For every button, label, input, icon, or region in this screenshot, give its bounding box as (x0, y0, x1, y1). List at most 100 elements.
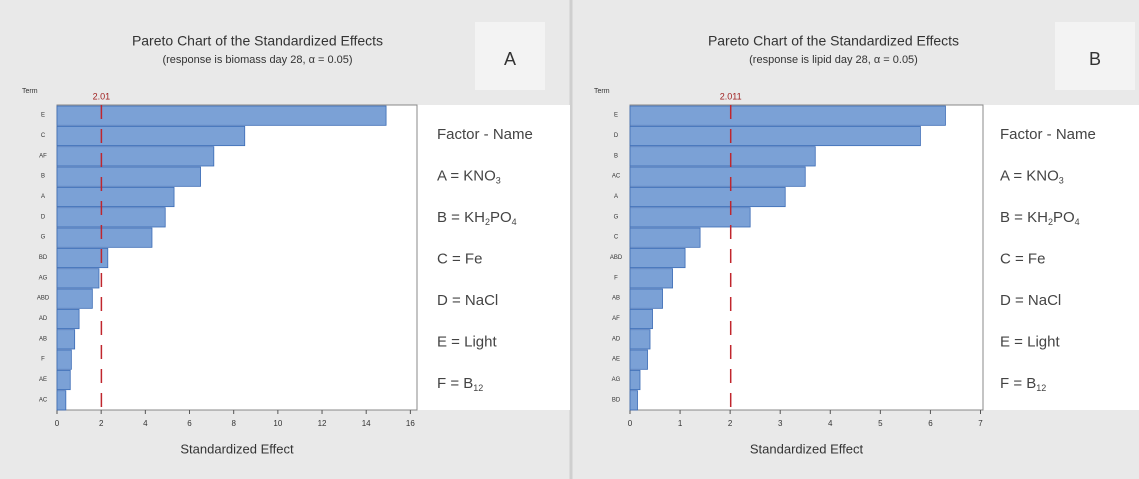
chart-title: Pareto Chart of the Standardized Effects (708, 33, 959, 49)
legend-entry: Factor - Name (437, 126, 533, 143)
legend-entry: F = B12 (1000, 375, 1046, 393)
legend-subscript: 2 (485, 217, 490, 227)
x-tick-label: 0 (628, 419, 633, 428)
y-tick-label: D (614, 133, 619, 139)
bar (629, 349, 648, 370)
y-tick-label: G (41, 235, 46, 241)
y-axis-label: Term (594, 88, 610, 95)
legend-text: F = B (1000, 375, 1036, 392)
legend-entry: B = KH2PO4 (437, 209, 517, 227)
legend-text: A = KNO (437, 167, 496, 184)
legend-subscript: 12 (473, 383, 483, 393)
bar (56, 146, 215, 167)
legend-entry: A = KNO3 (437, 167, 501, 185)
bar (56, 125, 246, 147)
y-tick-label: BD (612, 397, 621, 403)
x-tick-label: 14 (362, 419, 371, 428)
x-tick-label: 0 (55, 419, 60, 428)
legend-subscript: 3 (496, 176, 501, 186)
x-tick-label: 7 (978, 419, 983, 428)
bar (629, 146, 816, 167)
y-tick-label: B (614, 153, 618, 159)
legend-subscript: 4 (1075, 217, 1080, 227)
y-tick-label: AF (612, 316, 620, 322)
y-tick-label: AE (612, 357, 620, 363)
y-tick-label: E (41, 113, 45, 119)
panel-label-box (1055, 22, 1135, 90)
x-tick-label: 6 (187, 419, 192, 428)
bar (629, 288, 663, 309)
y-tick-label: AB (39, 336, 47, 342)
x-tick-label: 6 (928, 419, 933, 428)
y-tick-label: BD (39, 255, 48, 261)
bar (629, 186, 786, 208)
y-tick-label: AD (612, 336, 621, 342)
y-tick-label: AC (612, 174, 621, 180)
legend-entry: Factor - Name (1000, 126, 1096, 143)
legend-entry: E = Light (1000, 333, 1060, 350)
bar (629, 329, 651, 350)
legend-subscript: 12 (1036, 383, 1046, 393)
bar (56, 329, 76, 350)
y-tick-label: C (41, 133, 46, 139)
reference-label: 2.011 (720, 91, 742, 101)
x-tick-label: 3 (778, 419, 783, 428)
bar (56, 247, 109, 269)
y-tick-label: F (41, 357, 45, 363)
legend-text: PO (490, 209, 512, 226)
y-tick-label: AF (39, 153, 47, 159)
y-tick-label: G (614, 214, 619, 220)
y-tick-label: F (614, 275, 618, 281)
legend-text: D = NaCl (437, 292, 498, 309)
x-tick-label: 8 (231, 419, 236, 428)
bar (629, 369, 641, 391)
bar (56, 390, 67, 411)
y-tick-label: C (614, 235, 619, 241)
chart-subtitle: (response is lipid day 28, α = 0.05) (749, 54, 918, 66)
x-tick-label: 16 (406, 419, 415, 428)
bar (56, 207, 166, 228)
legend-text: Factor - Name (1000, 126, 1096, 143)
x-tick-label: 4 (828, 419, 833, 428)
bar (629, 268, 673, 289)
legend-subscript: 3 (1059, 176, 1064, 186)
legend-text: PO (1053, 209, 1075, 226)
bar (629, 166, 806, 187)
y-tick-label: ABD (37, 296, 50, 302)
x-axis-label: Standardized Effect (180, 441, 294, 456)
y-tick-label: ABD (610, 255, 623, 261)
bar (56, 369, 71, 391)
bar (629, 390, 638, 411)
reference-label: 2.01 (93, 91, 111, 101)
x-tick-label: 1 (678, 419, 683, 428)
y-tick-label: AC (39, 397, 48, 403)
x-tick-label: 2 (99, 419, 104, 428)
y-tick-label: AG (612, 377, 621, 383)
bar (56, 166, 201, 187)
legend-area (983, 105, 1139, 410)
bar (629, 308, 653, 330)
y-tick-label: A (41, 194, 45, 200)
legend-area (417, 105, 570, 410)
y-tick-label: A (614, 194, 618, 200)
y-tick-label: AD (39, 316, 48, 322)
x-tick-label: 10 (273, 419, 282, 428)
x-tick-label: 4 (143, 419, 148, 428)
chart-title: Pareto Chart of the Standardized Effects (132, 33, 383, 49)
panel-label: B (1089, 49, 1101, 69)
legend-entry: E = Light (437, 333, 497, 350)
bar (56, 105, 387, 126)
bar (629, 227, 701, 248)
x-tick-label: 12 (318, 419, 327, 428)
legend-text: B = KH (1000, 209, 1048, 226)
y-tick-label: E (614, 113, 618, 119)
legend-text: A = KNO (1000, 167, 1059, 184)
bar (56, 349, 72, 370)
legend-text: Factor - Name (437, 126, 533, 143)
legend-text: C = Fe (1000, 250, 1045, 267)
y-tick-label: AG (39, 275, 48, 281)
legend-entry: D = NaCl (437, 292, 498, 309)
legend-subscript: 2 (1048, 217, 1053, 227)
legend-entry: C = Fe (437, 250, 482, 267)
legend-entry: D = NaCl (1000, 292, 1061, 309)
